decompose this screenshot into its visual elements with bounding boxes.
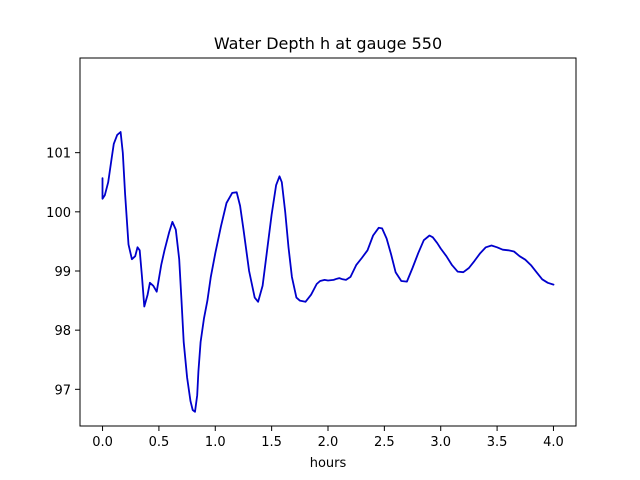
y-tick-label: 97 (54, 383, 71, 398)
plot-frame (79, 57, 577, 427)
chart-title: Water Depth h at gauge 550 (214, 34, 442, 53)
x-axis: 0.0 0.5 1.0 1.5 2.0 2.5 3.0 3.5 4.0 (92, 426, 564, 450)
x-tick-label: 3.5 (487, 435, 508, 450)
x-tick-label: 2.5 (374, 435, 395, 450)
x-tick-label: 0.5 (149, 435, 170, 450)
y-tick-label: 100 (46, 206, 71, 221)
x-axis-label: hours (310, 456, 347, 471)
x-tick-label: 3.0 (430, 435, 451, 450)
x-tick-label: 1.5 (261, 435, 282, 450)
x-tick-label: 0.0 (92, 435, 113, 450)
x-tick-label: 2.0 (318, 435, 339, 450)
y-axis: 97 98 99 100 101 (46, 147, 80, 398)
y-tick-label: 98 (54, 324, 71, 339)
x-tick-label: 4.0 (543, 435, 564, 450)
x-tick-label: 1.0 (205, 435, 226, 450)
y-tick-label: 99 (54, 265, 71, 280)
y-tick-label: 101 (46, 147, 71, 162)
series-line (101, 131, 555, 413)
